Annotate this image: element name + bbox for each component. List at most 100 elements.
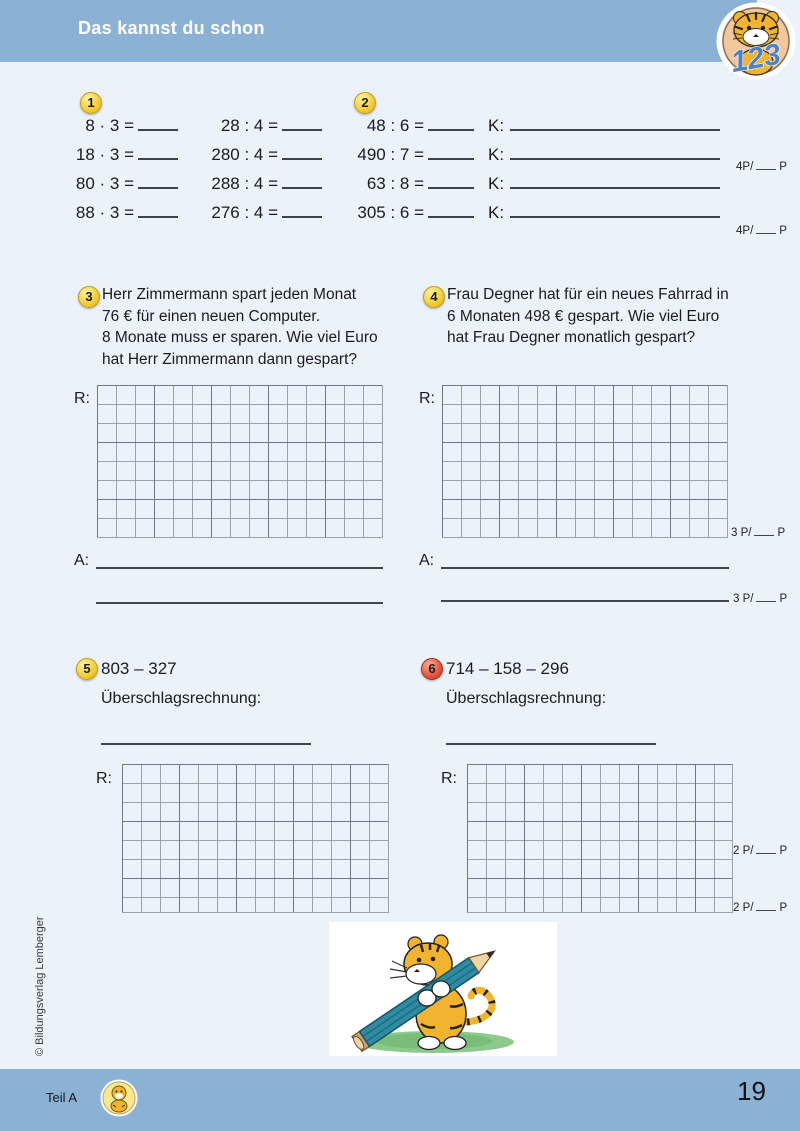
text-line: hat Herr Zimmermann dann gespart? (102, 350, 358, 368)
text-line: Frau Degner hat für ein neues Fahrrad in (447, 286, 729, 303)
problem-expression: 288 : 4 = (211, 174, 278, 193)
calc-grid[interactable] (97, 385, 383, 538)
problem-row: 305 : 6 = K: (352, 201, 721, 230)
points-unit: P (779, 225, 787, 237)
answer-blank[interactable] (282, 172, 322, 189)
points-blank[interactable] (754, 526, 775, 536)
calculation-label: R: (419, 390, 435, 407)
problem-expression: 18 · 3 = (75, 145, 134, 164)
problem-expression: 280 : 4 = (211, 145, 278, 164)
tiger-badge: 123 (716, 2, 796, 80)
page-number: 19 (737, 1076, 766, 1106)
points-max: 4P/ (736, 161, 754, 173)
problem-expression: 80 · 3 = (75, 174, 134, 193)
answer-label: A: (419, 552, 435, 569)
k-label: K: (488, 174, 505, 193)
answer-line[interactable] (96, 602, 383, 604)
answer-label: A: (74, 552, 90, 569)
text-line: 6 Monaten 498 € gespart. Wie viel Euro (447, 307, 720, 325)
problem-expression: 305 : 6 = (357, 203, 424, 222)
points-max: 2 P/ (733, 902, 754, 914)
problem-row: 490 : 7 = K: (352, 143, 721, 172)
exercise1-badge: 1 (80, 92, 102, 114)
calc-grid[interactable] (122, 764, 389, 913)
estimate-line[interactable] (101, 743, 311, 745)
k-label: K: (488, 145, 505, 164)
answer-line[interactable] (441, 567, 729, 569)
copyright-text: © Bildungsverlag Lemberger (34, 916, 46, 1056)
exercise5-expression: 803 – 327 (101, 659, 177, 678)
points-unit: P (779, 161, 787, 173)
footer-section-label: Teil A (46, 1090, 78, 1105)
problem-row: 88 · 3 = 276 : 4 = (72, 201, 322, 230)
points-blank[interactable] (756, 160, 777, 170)
problem-expression: 63 : 8 = (366, 174, 424, 193)
answer-line[interactable] (96, 567, 383, 569)
calculation-label: R: (96, 770, 112, 787)
estimate-line[interactable] (446, 743, 656, 745)
points-max: 2 P/ (733, 845, 754, 857)
page-title: Das kannst du schon (78, 18, 265, 38)
exercise3-text: Herr Zimmermann spart jeden Monat 76 € f… (102, 284, 378, 370)
problem-row: 63 : 8 = K: (352, 172, 721, 201)
answer-blank[interactable] (138, 201, 178, 218)
answer-blank[interactable] (138, 114, 178, 131)
points-blank[interactable] (756, 901, 777, 911)
answer-blank[interactable] (138, 172, 178, 189)
answer-blank[interactable] (428, 143, 474, 160)
points-unit: P (779, 845, 788, 857)
exercise2-badge: 2 (354, 92, 376, 114)
calculation-label: R: (74, 390, 90, 407)
problem-expression: 276 : 4 = (211, 203, 278, 222)
points-max: 3 P/ (733, 593, 754, 605)
tiger-with-pencil-icon (329, 922, 557, 1056)
problem-row: 80 · 3 = 288 : 4 = (72, 172, 322, 201)
answer-blank[interactable] (428, 172, 474, 189)
k-label: K: (488, 116, 505, 135)
points-unit: P (779, 593, 788, 605)
estimate-label: Überschlagsrechnung: (446, 690, 607, 707)
answer-blank[interactable] (428, 114, 474, 131)
tiger-123-icon: 123 (716, 2, 796, 80)
svg-text:123: 123 (728, 38, 783, 79)
answer-blank[interactable] (282, 201, 322, 218)
problem-expression: 8 · 3 = (85, 116, 134, 135)
points-field: 2 P/P (733, 901, 787, 914)
points-unit: P (779, 902, 788, 914)
answer-blank[interactable] (282, 143, 322, 160)
text-line: 76 € für einen neuen Computer. (102, 307, 321, 325)
calculation-label: R: (441, 770, 457, 787)
exercise3-badge: 3 (78, 286, 100, 308)
k-answer-blank[interactable] (510, 114, 721, 131)
answer-blank[interactable] (428, 201, 474, 218)
exercise6-expression: 714 – 158 – 296 (446, 659, 569, 678)
calc-grid[interactable] (442, 385, 728, 538)
points-field: 4P/P (736, 160, 787, 173)
problem-expression: 490 : 7 = (357, 145, 424, 164)
problem-row: 48 : 6 = K: (352, 114, 721, 143)
points-max: 4P/ (736, 225, 754, 237)
answer-blank[interactable] (282, 114, 322, 131)
points-blank[interactable] (756, 592, 777, 602)
text-line: hat Frau Degner monatlich gespart? (447, 329, 696, 346)
points-field: 3 P/P (731, 526, 785, 539)
exercise2-problems: 48 : 6 = K: 490 : 7 = K: 63 : 8 = K: 305… (352, 114, 721, 230)
header-bar: Das kannst du schon (0, 0, 757, 62)
tiger-footer-icon (100, 1079, 138, 1117)
points-unit: P (777, 527, 786, 539)
problem-row: 18 · 3 = 280 : 4 = (72, 143, 322, 172)
exercise4-text: Frau Degner hat für ein neues Fahrrad in… (447, 284, 729, 349)
k-answer-blank[interactable] (510, 143, 721, 160)
k-answer-blank[interactable] (510, 172, 721, 189)
points-blank[interactable] (756, 224, 777, 234)
answer-line[interactable] (441, 600, 729, 602)
points-field: 4P/P (736, 224, 787, 237)
answer-blank[interactable] (138, 143, 178, 160)
points-field: 2 P/P (733, 844, 787, 857)
problem-row: 8 · 3 = 28 : 4 = (72, 114, 322, 143)
text-line: Herr Zimmermann spart jeden Monat (102, 286, 357, 303)
k-answer-blank[interactable] (510, 201, 721, 218)
points-blank[interactable] (756, 844, 777, 854)
calc-grid[interactable] (467, 764, 733, 913)
